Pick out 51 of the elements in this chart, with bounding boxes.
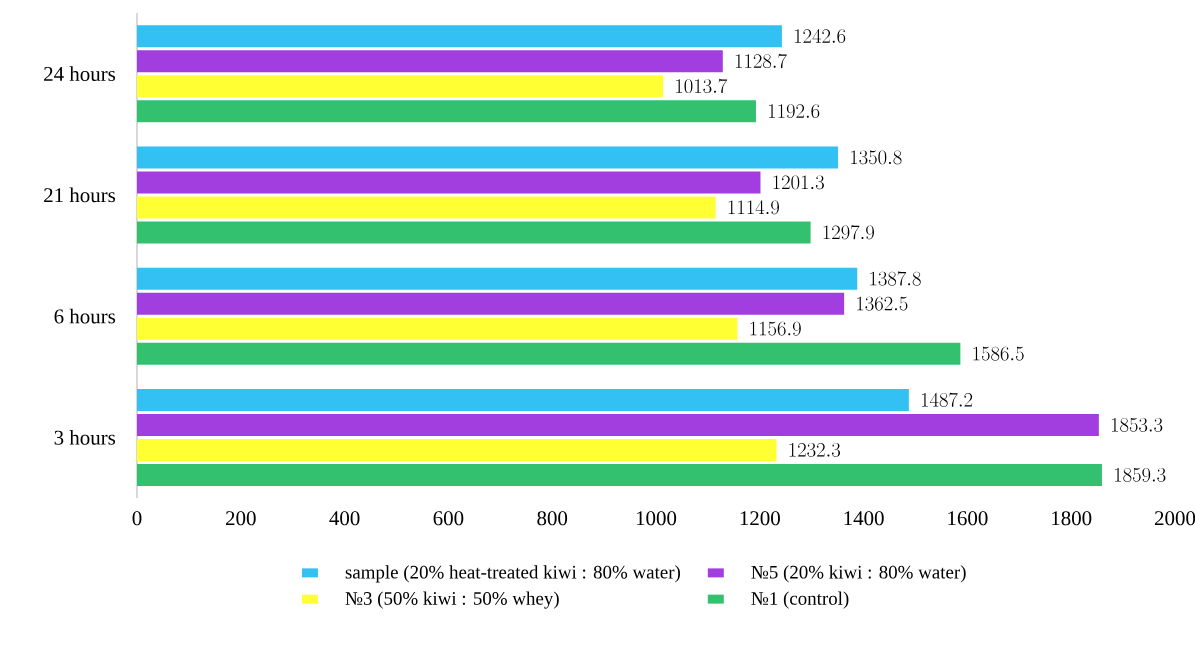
x-tick-label: 1000 bbox=[636, 511, 677, 526]
legend-label: sample (20% heat-treated kiwi : 80% water) bbox=[345, 565, 681, 583]
bar bbox=[137, 171, 761, 194]
bar bbox=[137, 463, 1102, 486]
bar bbox=[137, 146, 839, 169]
x-tick-label: 1200 bbox=[740, 511, 780, 526]
data-label: 1362.5 bbox=[857, 296, 908, 311]
bar bbox=[137, 50, 723, 73]
data-label: 1128.7 bbox=[735, 53, 787, 69]
x-tick-label: 600 bbox=[433, 511, 464, 526]
bar bbox=[137, 75, 664, 98]
data-label: 1859.3 bbox=[1114, 467, 1166, 482]
x-tick-label: 200 bbox=[226, 511, 256, 526]
legend-label: №1 (control) bbox=[751, 591, 849, 609]
bar bbox=[137, 342, 961, 365]
bar bbox=[137, 317, 738, 340]
x-tick-label: 1600 bbox=[948, 511, 988, 526]
data-label: 1350.8 bbox=[851, 150, 902, 165]
y-tick-label: 3 hours bbox=[54, 430, 116, 445]
bar bbox=[137, 413, 1099, 436]
y-tick-label: 21 hours bbox=[44, 187, 116, 203]
data-label: 1201 .3 bbox=[773, 175, 824, 190]
data-label: 1853.3 bbox=[1111, 417, 1163, 432]
x-tick-label: 1800 bbox=[1052, 511, 1092, 526]
x-tick-label: 1400 bbox=[844, 511, 884, 526]
y-tick-label: 6 hours bbox=[54, 308, 116, 324]
data-label: 1156.9 bbox=[750, 321, 801, 336]
x-tick-label: 2000 bbox=[1154, 511, 1195, 526]
data-label: 1013.7 bbox=[676, 78, 728, 94]
bar bbox=[137, 267, 858, 290]
data-label: 1242.6 bbox=[794, 28, 846, 44]
x-tick-label: 800 bbox=[537, 511, 568, 526]
legend-label: №5 (20% kiwi : 80% water) bbox=[751, 565, 966, 583]
data-label: 1232.3 bbox=[789, 442, 841, 457]
data-label: 1114.9 bbox=[728, 200, 779, 215]
data-label: 1192.6 bbox=[768, 104, 820, 119]
bar bbox=[137, 100, 756, 123]
x-tick-label: 400 bbox=[329, 511, 360, 526]
bar bbox=[137, 438, 777, 461]
x-tick-label: 0 bbox=[132, 511, 142, 526]
legend-label: №3 (50% kiwi : 50% whey) bbox=[345, 591, 559, 609]
y-tick-label: 24 hours bbox=[44, 66, 116, 81]
data-label: 1586.5 bbox=[973, 346, 1024, 361]
data-label: 1387.8 bbox=[870, 271, 921, 286]
bar bbox=[137, 221, 811, 244]
bar bbox=[137, 292, 845, 315]
bar bbox=[137, 196, 716, 219]
bar bbox=[137, 25, 782, 48]
bar bbox=[137, 388, 909, 411]
data-label: 1297.9 bbox=[823, 225, 874, 240]
data-label: 1487.2 bbox=[921, 392, 973, 407]
